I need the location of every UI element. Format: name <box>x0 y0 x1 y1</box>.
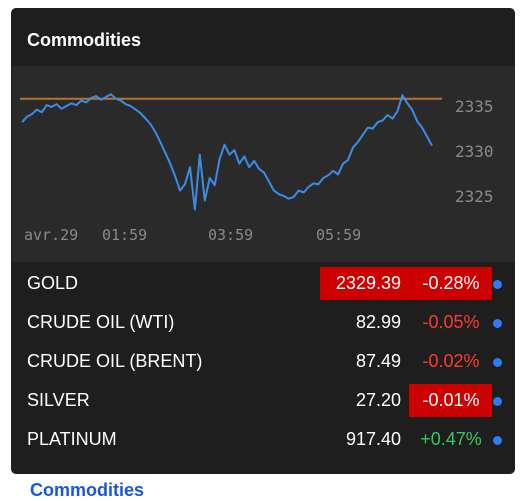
commodity-price: 27.20 <box>355 390 401 410</box>
commodity-price: 2329.39 <box>335 273 401 293</box>
change-highlight <box>409 384 492 417</box>
y-tick-label: 2325 <box>455 187 494 206</box>
commodity-name: SILVER <box>27 390 90 410</box>
commodities-widget: Commodities 2335 2330 2325 avr.29 01:59 03:59… <box>11 8 515 474</box>
status-dot-icon <box>493 397 502 406</box>
status-dot-icon <box>493 319 502 328</box>
commodity-row-platinum[interactable]: PLATINUM 917.40 +0.47% <box>11 420 515 459</box>
commodity-change: -0.05% <box>422 312 480 332</box>
y-tick-label: 2330 <box>455 142 494 161</box>
commodity-name: GOLD <box>27 273 79 293</box>
price-series-line <box>21 93 433 211</box>
commodity-name: CRUDE OIL (WTI) <box>27 312 175 332</box>
commodity-price: 87.49 <box>355 351 401 371</box>
price-chart-svg: 2335 2330 2325 avr.29 01:59 03:59 05:59 <box>20 93 494 244</box>
commodity-change: -0.28% <box>422 273 480 293</box>
commodity-price: 917.40 <box>345 429 401 449</box>
commodities-link[interactable]: Commodities <box>30 480 145 500</box>
commodity-change: +0.47% <box>420 429 482 449</box>
status-dot-icon <box>493 280 502 289</box>
x-tick-label: avr.29 <box>24 226 78 244</box>
widget-title: Commodities <box>27 30 142 50</box>
commodity-row-silver[interactable]: SILVER 27.20 -0.01% <box>11 381 515 420</box>
commodity-change: -0.02% <box>422 351 480 371</box>
commodity-name: PLATINUM <box>27 429 117 449</box>
commodity-row-gold[interactable]: GOLD 2329.39 -0.28% <box>11 264 515 303</box>
commodity-price: 82.99 <box>355 312 401 332</box>
commodity-row-crude-oil-brent[interactable]: CRUDE OIL (BRENT) 87.49 -0.02% <box>11 342 515 381</box>
x-tick-label: 03:59 <box>208 226 253 244</box>
price-highlight <box>320 267 405 300</box>
x-tick-label: 01:59 <box>102 226 147 244</box>
y-tick-label: 2335 <box>455 97 494 116</box>
commodity-change: -0.01% <box>422 390 480 410</box>
status-dot-icon <box>493 436 502 445</box>
commodity-name: CRUDE OIL (BRENT) <box>27 351 203 371</box>
commodity-row-crude-oil-wti[interactable]: CRUDE OIL (WTI) 82.99 -0.05% <box>11 303 515 342</box>
change-highlight <box>405 267 492 300</box>
price-chart[interactable]: 2335 2330 2325 avr.29 01:59 03:59 05:59 <box>12 66 515 262</box>
status-dot-icon <box>493 358 502 367</box>
x-tick-label: 05:59 <box>316 226 361 244</box>
commodity-list: GOLD 2329.39 -0.28% CRUDE OIL (WTI) 82.9… <box>11 264 515 459</box>
